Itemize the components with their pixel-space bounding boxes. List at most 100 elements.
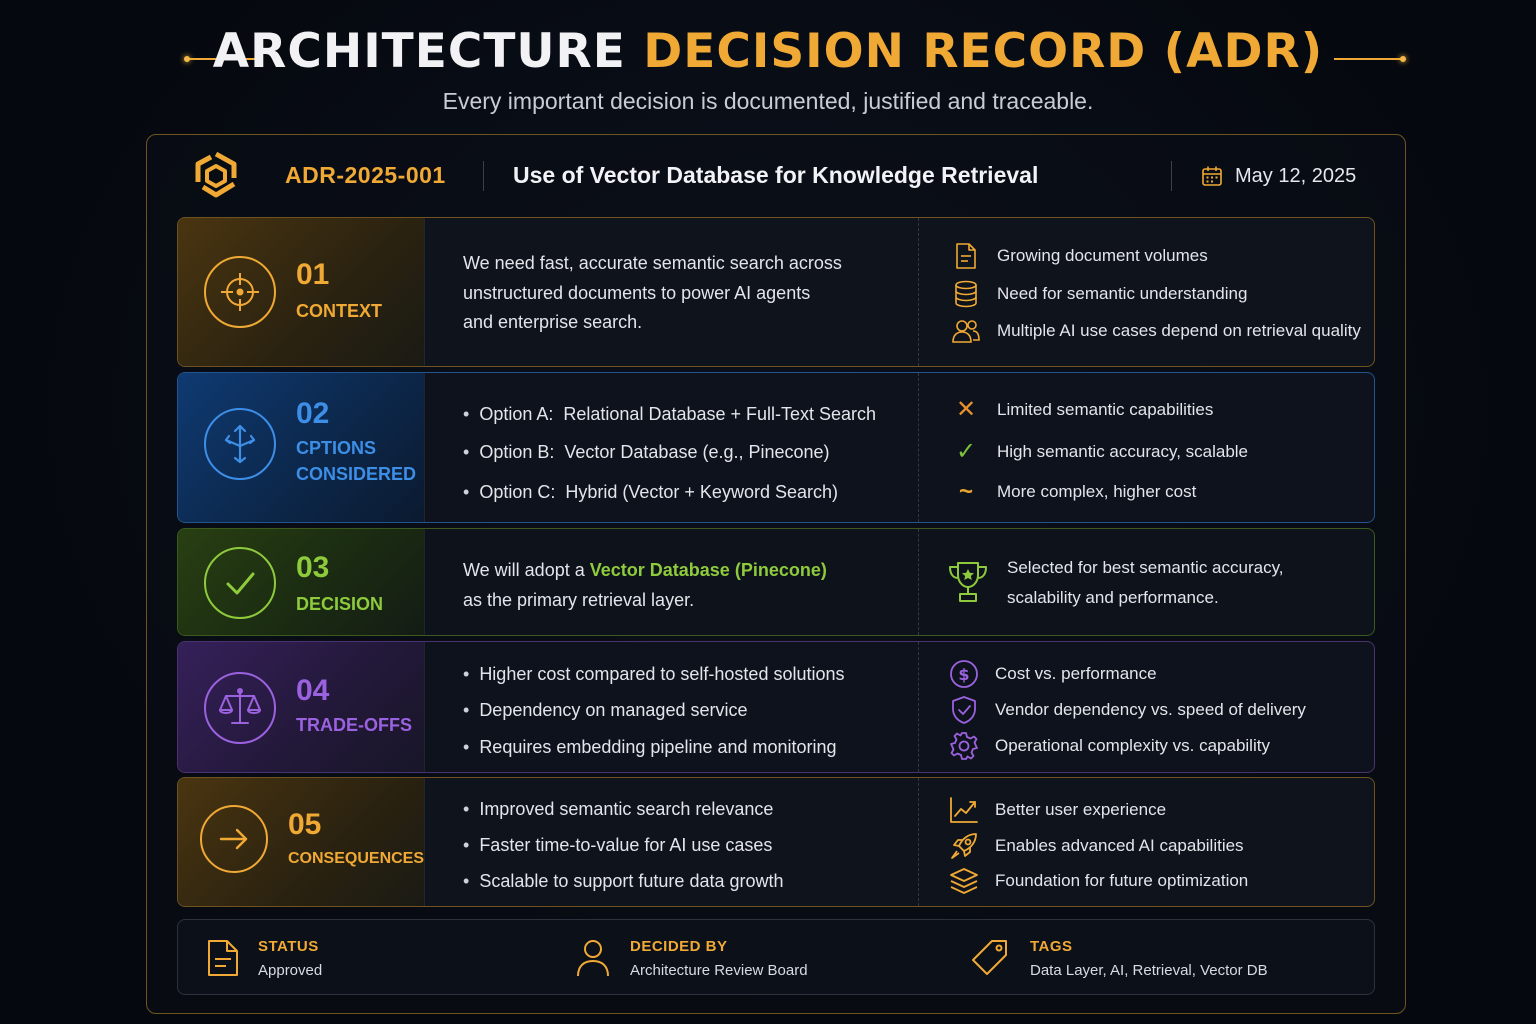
driver-item: Growing document volumes (951, 241, 1208, 271)
dollar-circle-icon: $ (949, 659, 979, 689)
rocket-icon (949, 831, 979, 861)
consequence-item: Improved semantic search relevance (463, 799, 773, 820)
driver-text: Need for semantic understanding (997, 284, 1248, 303)
driver-item: Need for semantic understanding (951, 279, 1247, 309)
page-title-gold: DECISION RECORD (ADR) (643, 24, 1324, 79)
section-consequences: 05 CONSEQUENCES Improved semantic search… (177, 777, 1375, 907)
adr-id: ADR-2025-001 (285, 162, 446, 188)
header-divider (483, 161, 484, 191)
options-label-line1: CPTIONS (296, 438, 377, 458)
context-drivers: Growing document volumes Need for semant… (918, 218, 1374, 366)
tilde-mark: ~ (958, 478, 973, 505)
check-icon: ✓ (951, 437, 981, 467)
decision-text-before: We will adopt a (463, 560, 585, 580)
section-decision: 03 DECISION We will adopt a Vector Datab… (177, 528, 1375, 636)
evaluation-item: ✓ High semantic accuracy, scalable (951, 437, 1248, 467)
balance-item: Operational complexity vs. capability (949, 731, 1270, 761)
rationale-line: scalability and performance. (1007, 587, 1219, 607)
tags-value: Data Layer, AI, Retrieval, Vector DB (1030, 962, 1268, 979)
tag-icon (972, 940, 1007, 975)
tradeoffs-label: TRADE-OFFS (296, 715, 412, 735)
hexagon-logo-icon (195, 151, 237, 198)
consequence-item: Scalable to support future data growth (463, 871, 783, 892)
adr-header: ADR-2025-001 Use of Vector Database for … (147, 135, 1405, 215)
context-label: CONTEXT (296, 301, 383, 321)
tradeoffs-icon-circle (204, 672, 276, 744)
context-text-line: and enterprise search. (463, 312, 643, 332)
trend-chart-icon (949, 795, 979, 825)
tradeoff-item: Higher cost compared to self-hosted solu… (463, 664, 844, 685)
context-description: We need fast, accurate semantic search a… (424, 218, 918, 366)
tradeoffs-list: Higher cost compared to self-hosted solu… (424, 642, 918, 772)
tradeoffs-label-panel: 04 TRADE-OFFS (178, 642, 424, 772)
tilde-icon: ~ (951, 477, 981, 507)
check-circle-icon (226, 572, 255, 595)
decision-text: We will adopt a Vector Database (Pinecon… (463, 556, 827, 615)
option-key: Option C: (479, 482, 556, 502)
outcome-item: Enables advanced AI capabilities (949, 831, 1244, 861)
consequences-list: Improved semantic search relevance Faste… (424, 778, 918, 906)
section-options: 02 CPTIONS CONSIDERED Option A: Relation… (177, 372, 1375, 523)
arrows-split-icon (224, 424, 256, 464)
adr-card: ADR-2025-001 Use of Vector Database for … (146, 134, 1406, 1014)
x-icon: ✕ (951, 395, 981, 425)
section-tradeoffs: 04 TRADE-OFFS Higher cost compared to se… (177, 641, 1375, 773)
document-icon (951, 241, 981, 271)
document-icon (208, 940, 238, 976)
gear-icon (949, 731, 979, 761)
decision-icon-circle (204, 547, 276, 619)
check-mark: ✓ (955, 438, 977, 465)
section-context: 01 CONTEXT We need fast, accurate semant… (177, 217, 1375, 367)
crosshair-icon (221, 273, 259, 311)
balance-text: Operational complexity vs. capability (995, 736, 1270, 755)
evaluation-item: ~ More complex, higher cost (951, 477, 1196, 507)
decided-by-label: DECIDED BY (630, 938, 728, 955)
option-value: Relational Database + Full-Text Search (563, 404, 877, 424)
context-number: 01 (296, 258, 330, 291)
balance-text: Cost vs. performance (995, 664, 1157, 683)
decision-number: 03 (296, 551, 330, 584)
options-evaluations: ✕ Limited semantic capabilities ✓ High s… (918, 373, 1374, 522)
context-text-line: We need fast, accurate semantic search a… (463, 253, 842, 273)
context-text: We need fast, accurate semantic search a… (463, 249, 842, 338)
outcome-text: Better user experience (995, 800, 1167, 819)
driver-text: Multiple AI use cases depend on retrieva… (997, 321, 1361, 340)
page-title: ARCHITECTURE DECISION RECORD (ADR) (213, 24, 1323, 79)
option-key: Option A: (479, 404, 554, 424)
option-value: Vector Database (e.g., Pinecone) (564, 442, 830, 462)
tradeoff-item: Dependency on managed service (463, 700, 747, 721)
evaluation-text: More complex, higher cost (997, 482, 1197, 501)
balance-item: Vendor dependency vs. speed of delivery (949, 695, 1306, 725)
tradeoffs-number: 04 (296, 674, 330, 707)
options-number: 02 (296, 397, 330, 430)
consequences-outcomes: Better user experience Enables advanced … (918, 778, 1374, 906)
driver-text: Growing document volumes (997, 246, 1208, 265)
evaluation-item: ✕ Limited semantic capabilities (951, 395, 1213, 425)
title-decoration-right (1334, 56, 1406, 62)
decision-label-panel: 03 DECISION (178, 529, 424, 635)
decision-description: We will adopt a Vector Database (Pinecon… (424, 529, 918, 635)
outcome-text: Enables advanced AI capabilities (995, 836, 1244, 855)
evaluation-text: High semantic accuracy, scalable (997, 442, 1249, 461)
option-key: Option B: (479, 442, 555, 462)
consequences-label: CONSEQUENCES (288, 850, 425, 867)
decision-text-after: as the primary retrieval layer. (463, 589, 695, 610)
shield-check-icon (949, 695, 979, 725)
options-list: Option A: Relational Database + Full-Tex… (424, 373, 918, 522)
balance-text: Vendor dependency vs. speed of delivery (995, 700, 1306, 719)
page-header: ARCHITECTURE DECISION RECORD (ADR) (0, 22, 1536, 82)
svg-text:$: $ (958, 665, 969, 684)
users-icon (951, 316, 981, 346)
user-icon (577, 940, 609, 977)
rationale-line: Selected for best semantic accuracy, (1007, 558, 1284, 577)
options-icon-circle (204, 408, 276, 480)
consequences-label-panel: 05 CONSEQUENCES (178, 778, 424, 906)
adr-footer: STATUS Approved DECIDED BY Architecture … (177, 919, 1375, 995)
balance-scale-icon (219, 688, 261, 724)
tags-label: TAGS (1030, 938, 1073, 955)
outcome-item: Better user experience (949, 795, 1166, 825)
option-item: Option B: Vector Database (e.g., Pinecon… (463, 442, 830, 463)
outcome-text: Foundation for future optimization (995, 871, 1249, 890)
arrow-right-circle-icon (219, 828, 248, 850)
adr-date: May 12, 2025 (1201, 163, 1356, 189)
